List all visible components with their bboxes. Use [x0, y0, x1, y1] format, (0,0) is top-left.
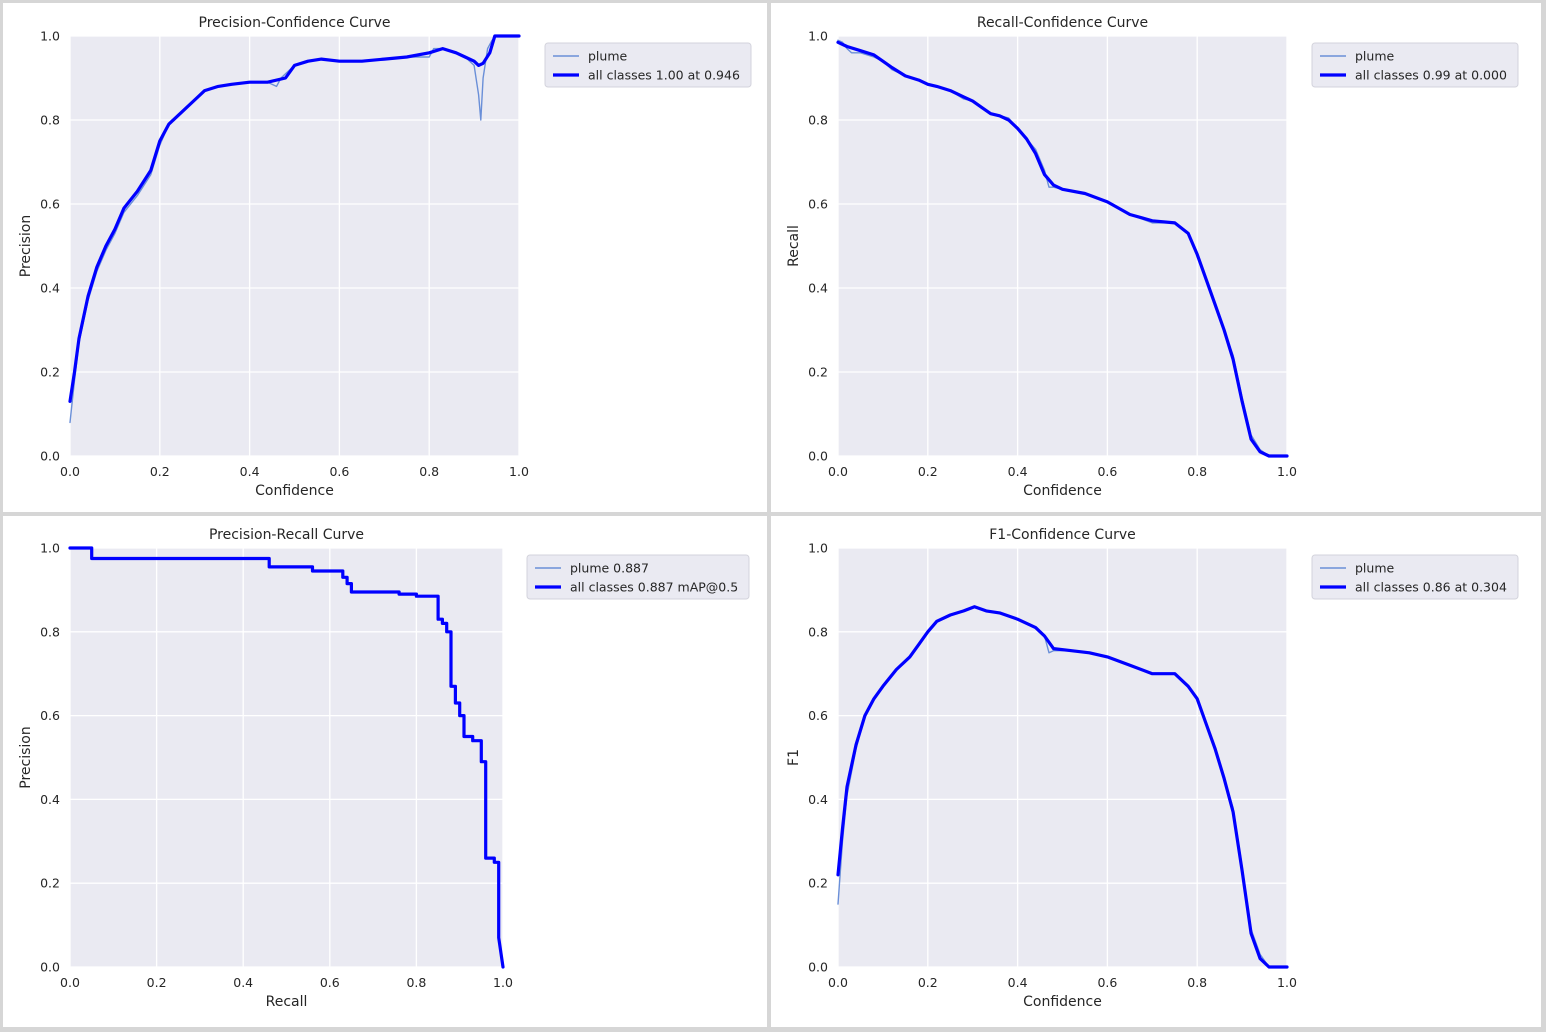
- panel-recall-confidence: 0.0 0.2 0.4 0.6 0.8 1.0 0.0 0.2 0.4 0.6 0.8 1.0 Reca…: [771, 3, 1541, 512]
- x-tick-label: 0.6: [1097, 464, 1117, 479]
- x-tick-label: 0.8: [406, 975, 426, 990]
- y-tick-label: 0.4: [40, 281, 60, 296]
- y-tick-label: 0.0: [40, 449, 60, 464]
- x-axis-label: Confidence: [1023, 994, 1102, 1010]
- y-axis-label: Precision: [18, 726, 34, 788]
- x-tick-label: 0.6: [320, 975, 340, 990]
- y-axis-label: Recall: [786, 225, 802, 267]
- x-axis-label: Confidence: [255, 483, 334, 499]
- y-tick-label: 0.6: [40, 197, 60, 212]
- plot-area: [70, 36, 519, 456]
- y-tick-label: 0.2: [40, 876, 60, 891]
- y-tick-label: 0.0: [808, 449, 828, 464]
- x-tick-label: 0.2: [918, 975, 938, 990]
- x-tick-label: 0.0: [60, 975, 80, 990]
- y-tick-label: 0.8: [40, 113, 60, 128]
- x-tick-label: 0.4: [1008, 975, 1028, 990]
- y-tick-label: 0.4: [808, 281, 828, 296]
- y-tick-label: 0.2: [40, 365, 60, 380]
- y-axis-label: F1: [786, 749, 802, 766]
- legend-entry: plume: [1355, 49, 1395, 64]
- y-tick-label: 0.8: [808, 113, 828, 128]
- legend-entry: plume: [588, 49, 628, 64]
- legend: plume all classes 0.99 at 0.000: [1311, 42, 1519, 88]
- x-tick-label: 1.0: [1277, 975, 1297, 990]
- chart-precision-confidence: 0.0 0.2 0.4 0.6 0.8 1.0 0.0 0.2 0.4 0.6 0.8 1.0 Prec…: [18, 15, 752, 499]
- chart-title: Precision-Recall Curve: [209, 527, 364, 543]
- legend-box: [544, 42, 752, 88]
- plot-area: [70, 548, 503, 967]
- y-tick-label: 0.4: [808, 792, 828, 807]
- chart-precision-recall: 0.0 0.2 0.4 0.6 0.8 1.0 0.0 0.2 0.4 0.6 0.8 1.0 Prec…: [18, 527, 750, 1010]
- chart-recall-confidence: 0.0 0.2 0.4 0.6 0.8 1.0 0.0 0.2 0.4 0.6 0.8 1.0 Reca…: [786, 15, 1519, 499]
- panel-f1-confidence: 0.0 0.2 0.4 0.6 0.8 1.0 0.0 0.2 0.4 0.6 0.8 1.0 F1-C…: [771, 516, 1541, 1027]
- series-line-class: [69, 35, 520, 424]
- x-tick-label: 0.0: [828, 464, 848, 479]
- x-tick-label: 0.8: [419, 464, 439, 479]
- legend-entry: all classes 1.00 at 0.946: [588, 68, 740, 83]
- x-tick-label: 0.2: [918, 464, 938, 479]
- plot-area: [838, 36, 1287, 456]
- chart-title: Precision-Confidence Curve: [199, 15, 391, 31]
- y-axis-label: Precision: [18, 215, 34, 277]
- legend-box: [1311, 42, 1519, 88]
- legend: plume 0.887 all classes 0.887 mAP@0.5: [526, 554, 750, 600]
- x-tick-label: 0.4: [1008, 464, 1028, 479]
- legend-box: [1311, 554, 1519, 600]
- x-tick-label: 0.6: [329, 464, 349, 479]
- y-tick-label: 0.8: [808, 624, 828, 639]
- y-tick-label: 0.2: [808, 876, 828, 891]
- y-tick-label: 0.0: [808, 960, 828, 975]
- y-tick-label: 0.6: [40, 708, 60, 723]
- legend-entry: plume 0.887: [570, 561, 649, 576]
- series-line-all-classes: [68, 546, 505, 969]
- y-tick-label: 1.0: [40, 541, 60, 556]
- legend: plume all classes 0.86 at 0.304: [1311, 554, 1519, 600]
- y-tick-label: 0.2: [808, 365, 828, 380]
- x-tick-label: 0.0: [828, 975, 848, 990]
- x-tick-label: 1.0: [1277, 464, 1297, 479]
- legend-entry: all classes 0.86 at 0.304: [1355, 580, 1507, 595]
- x-tick-label: 0.4: [233, 975, 253, 990]
- panel-precision-confidence: 0.0 0.2 0.4 0.6 0.8 1.0 0.0 0.2 0.4 0.6 0.8 1.0 Prec…: [3, 3, 767, 512]
- y-tick-label: 1.0: [808, 29, 828, 44]
- chart-title: Recall-Confidence Curve: [977, 15, 1148, 31]
- x-tick-label: 0.2: [147, 975, 167, 990]
- legend-entry: plume: [1355, 561, 1395, 576]
- legend-box: [526, 554, 750, 600]
- legend: plume all classes 1.00 at 0.946: [544, 42, 752, 88]
- x-tick-label: 1.0: [493, 975, 513, 990]
- legend-entry: all classes 0.887 mAP@0.5: [570, 580, 738, 595]
- series-line-all-classes: [836, 605, 1289, 969]
- y-tick-label: 0.0: [40, 960, 60, 975]
- chart-title: F1-Confidence Curve: [989, 527, 1135, 543]
- legend-entry: all classes 0.99 at 0.000: [1355, 68, 1507, 83]
- x-tick-label: 0.4: [240, 464, 260, 479]
- y-tick-label: 0.4: [40, 792, 60, 807]
- x-axis-label: Recall: [266, 994, 308, 1010]
- plot-area: [838, 548, 1287, 967]
- y-tick-label: 0.8: [40, 624, 60, 639]
- x-axis-label: Confidence: [1023, 483, 1102, 499]
- x-tick-label: 0.2: [150, 464, 170, 479]
- series-line-all-classes: [68, 34, 521, 403]
- y-tick-label: 0.6: [808, 197, 828, 212]
- y-tick-label: 0.6: [808, 708, 828, 723]
- y-tick-label: 1.0: [40, 29, 60, 44]
- chart-f1-confidence: 0.0 0.2 0.4 0.6 0.8 1.0 0.0 0.2 0.4 0.6 0.8 1.0 F1-C…: [786, 527, 1519, 1010]
- x-tick-label: 0.6: [1097, 975, 1117, 990]
- y-tick-label: 1.0: [808, 541, 828, 556]
- x-tick-label: 0.8: [1187, 464, 1207, 479]
- x-tick-label: 0.8: [1187, 975, 1207, 990]
- x-tick-label: 0.0: [60, 464, 80, 479]
- x-tick-label: 1.0: [509, 464, 529, 479]
- panel-precision-recall: 0.0 0.2 0.4 0.6 0.8 1.0 0.0 0.2 0.4 0.6 0.8 1.0 Prec…: [3, 516, 767, 1027]
- series-line-all-classes: [836, 40, 1289, 458]
